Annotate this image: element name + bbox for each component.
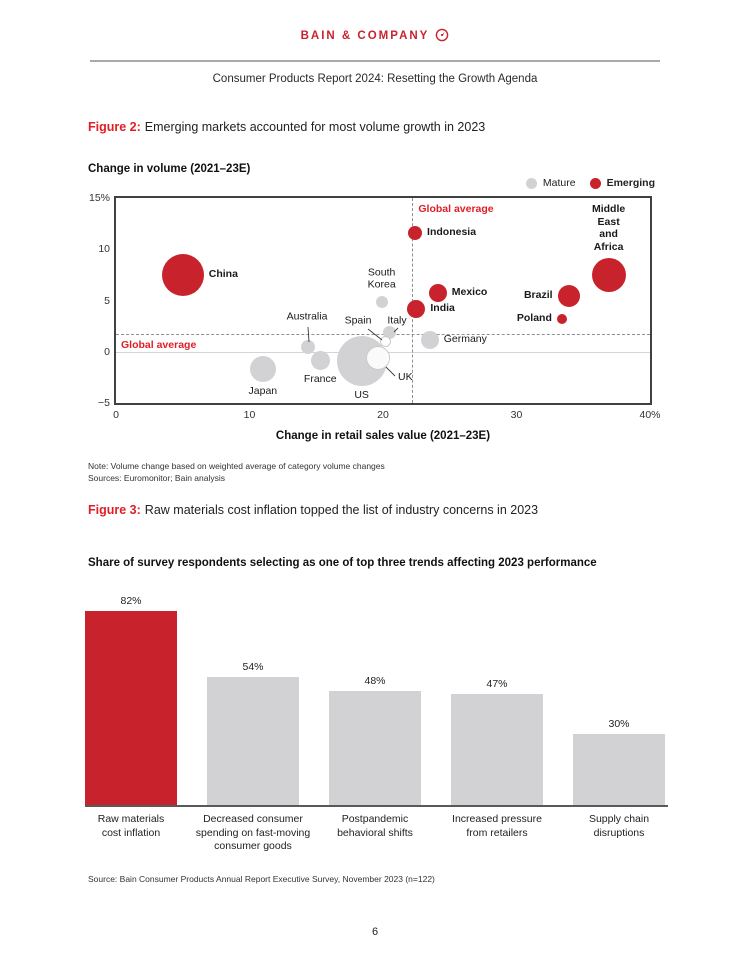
bubble-china xyxy=(161,253,204,296)
header-divider xyxy=(90,60,660,62)
bar-2 xyxy=(207,677,299,805)
bubble-australia xyxy=(301,339,316,354)
bubble-label-australia: Australia xyxy=(286,310,328,323)
bubble-label-us: US xyxy=(354,388,369,401)
figure2-note: Note: Volume change based on weighted av… xyxy=(88,461,385,471)
x-tick-label: 0 xyxy=(113,409,119,421)
bubble-label-indonesia: Indonesia xyxy=(427,225,477,238)
bubble-middle-east-and-africa xyxy=(591,257,626,292)
report-title: Consumer Products Report 2024: Resetting… xyxy=(212,73,538,85)
bar-category-5: Supply chain disruptions xyxy=(588,813,650,839)
brand-name: BAIN & COMPANY xyxy=(300,30,430,42)
legend-label-emerging: Emerging xyxy=(606,177,655,189)
bubble-label-france: France xyxy=(303,373,337,386)
y-tick-label: −5 xyxy=(98,397,110,409)
bubble-south-korea xyxy=(375,295,388,308)
global-average-label-vertical: Global average xyxy=(418,203,494,215)
x-tick-label: 40% xyxy=(639,409,661,421)
bubble-germany xyxy=(420,331,439,350)
bar-baseline xyxy=(85,805,668,807)
bubble-label-italy: Italy xyxy=(387,314,407,327)
figure2-label: Figure 2: xyxy=(88,120,141,134)
y-tick-label: 0 xyxy=(104,345,110,358)
scatter-plot: Global average Global average 15% 10 5 0 −5 0 10… xyxy=(89,192,661,421)
bubble-label-germany: Germany xyxy=(443,333,487,346)
legend-item-emerging: Emerging xyxy=(589,177,655,189)
bar-category-3: Postpandemic behavioral shifts xyxy=(337,813,413,839)
bar-category-4: Increased pressure from retailers xyxy=(452,813,542,839)
bubble-spain xyxy=(380,336,392,347)
scatter-xaxis-title: Change in retail sales value (2021–23E) xyxy=(275,430,491,442)
bubble-label-china: China xyxy=(208,267,238,280)
bubble-label-spain: Spain xyxy=(344,314,372,327)
bar-chart: 82% Raw materials cost inflation 54% Decrea… xyxy=(85,590,668,860)
bar-value-3: 48% xyxy=(364,675,386,688)
figure2-sources: Sources: Euromonitor; Bain analysis xyxy=(88,473,226,484)
figure3-source: Source: Bain Consumer Products Annual Re… xyxy=(88,874,435,884)
bubble-brazil xyxy=(557,285,580,308)
bubble-france xyxy=(310,351,330,371)
bar-value-2: 54% xyxy=(242,661,264,674)
figure2-caption: Figure 2: Emerging markets accounted for … xyxy=(88,120,485,134)
bubble-mexico xyxy=(428,284,447,303)
bubble-poland xyxy=(556,313,567,324)
brand-header: BAIN & COMPANY xyxy=(0,28,750,42)
legend-dot-mature xyxy=(525,177,537,189)
bar-4 xyxy=(451,693,543,805)
bubble-label-japan: Japan xyxy=(248,385,278,398)
legend-label-mature: Mature xyxy=(542,177,576,189)
y-tick-label: 10 xyxy=(98,243,110,256)
bubble-label-india: India xyxy=(430,301,455,314)
bar-value-1: 82% xyxy=(120,595,142,607)
page-number: 6 xyxy=(371,926,379,938)
bar-category-2: Decreased consumer spending on fast-movi… xyxy=(195,813,311,853)
global-average-label-horizontal: Global average xyxy=(121,339,197,352)
bubble-label-south-korea: South Korea xyxy=(367,265,396,291)
x-tick-label: 10 xyxy=(243,409,256,421)
figure2-caption-text: Emerging markets accounted for most volu… xyxy=(144,120,486,134)
bain-compass-logo-icon xyxy=(436,28,449,42)
figure3-caption: Figure 3: Raw materials cost inflation to… xyxy=(88,503,538,517)
global-average-hline xyxy=(116,334,650,336)
y-tick-label: 15% xyxy=(88,192,110,204)
bubble-label-middle-east-and-africa: Middle East and Africa xyxy=(591,202,626,254)
legend-item-mature: Mature xyxy=(525,177,576,189)
bar-chart-title: Share of survey respondents selecting as… xyxy=(88,557,597,569)
bubble-label-uk: UK xyxy=(398,371,413,383)
bar-5 xyxy=(573,734,665,805)
legend-dot-emerging xyxy=(589,177,601,189)
y-tick-label: 5 xyxy=(104,294,110,307)
figure3-label: Figure 3: xyxy=(88,503,141,517)
bubble-label-mexico: Mexico xyxy=(451,286,488,299)
bubble-label-brazil: Brazil xyxy=(523,289,553,302)
bar-value-5: 30% xyxy=(608,718,630,731)
bar-1 xyxy=(85,611,177,805)
figure2-notes: Note: Volume change based on weighted av… xyxy=(88,460,385,485)
bubble-indonesia xyxy=(408,225,423,240)
bar-3 xyxy=(329,691,421,805)
bubble-india xyxy=(407,299,426,318)
x-tick-label: 30 xyxy=(510,409,523,421)
bubble-uk xyxy=(365,345,390,370)
bar-category-1: Raw materials cost inflation xyxy=(97,813,165,839)
bubble-label-poland: Poland xyxy=(516,311,552,324)
x-tick-label: 20 xyxy=(377,409,389,421)
bubble-japan xyxy=(249,356,276,383)
scatter-legend: Mature Emerging xyxy=(114,176,655,190)
scatter-chart-title: Change in volume (2021–23E) xyxy=(88,163,251,175)
bar-value-4: 47% xyxy=(486,677,508,690)
figure3-caption-text: Raw materials cost inflation topped the … xyxy=(144,503,539,517)
